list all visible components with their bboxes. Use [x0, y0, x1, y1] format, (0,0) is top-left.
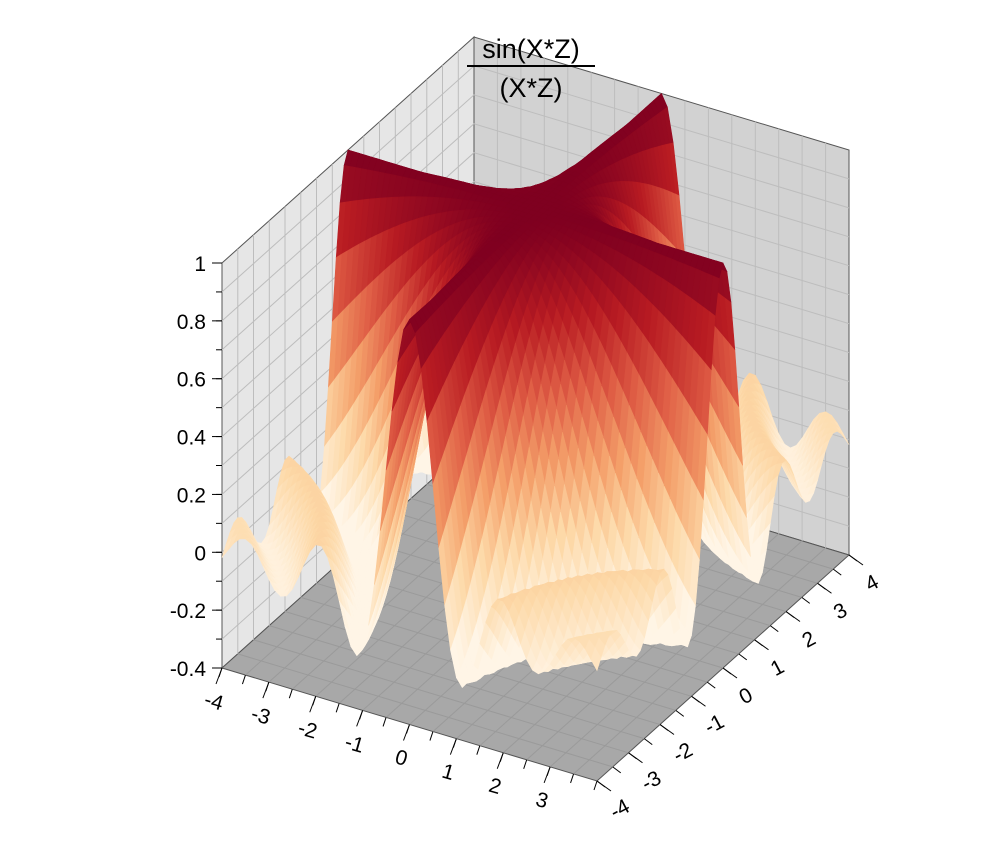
x-minor-tick [593, 780, 598, 791]
z-tick-label: -2 [669, 738, 696, 767]
z-tick-label: 4 [861, 570, 882, 596]
x-minor-tick [359, 710, 364, 720]
x-minor-tick [429, 731, 434, 741]
z-minor-tick [832, 568, 842, 576]
y-tick-label: 0.4 [177, 427, 207, 450]
x-minor-tick [476, 745, 481, 755]
x-minor-tick [382, 717, 387, 727]
surface-mesh [221, 92, 850, 688]
x-minor-tick [265, 681, 270, 692]
title-numerator: sin(X*Z) [482, 34, 580, 64]
y-tick-label: 1 [194, 253, 206, 276]
x-tick-label: 2 [486, 774, 504, 799]
z-tick-label: 1 [767, 655, 788, 681]
z-minor-tick [785, 611, 795, 618]
z-minor-tick [722, 667, 732, 675]
z-minor-tick [738, 653, 748, 661]
z-minor-tick [754, 639, 763, 647]
x-tick-label: -1 [342, 730, 366, 757]
floor-grid-line [253, 639, 629, 754]
z-minor-tick [848, 554, 858, 562]
z-tick-label: 2 [798, 627, 819, 653]
z-minor-tick [817, 582, 826, 590]
y-tick-label: -0.4 [170, 658, 207, 681]
z-minor-tick [769, 625, 779, 633]
x-tick-label: -3 [249, 702, 273, 729]
z-minor-tick [659, 724, 669, 731]
floor-grid-line [237, 653, 613, 768]
z-minor-tick [801, 596, 811, 604]
chart-title: sin(X*Z) (X*Z) [467, 34, 595, 103]
z-minor-tick [596, 780, 606, 788]
y-tick-label: 0.2 [177, 484, 206, 507]
title-denominator: (X*Z) [500, 73, 563, 103]
z-minor-tick [691, 695, 700, 703]
y-tick-label: 0.6 [177, 369, 206, 392]
z-minor-tick [706, 681, 716, 689]
surface-cell [590, 646, 602, 672]
z-tick-label: 3 [830, 599, 851, 625]
y-tick-label: 0.8 [177, 311, 206, 334]
z-tick-label: -3 [638, 766, 665, 795]
x-minor-tick [335, 703, 340, 713]
x-minor-tick [406, 724, 410, 734]
x-minor-tick [241, 674, 246, 685]
z-tick-label: -4 [606, 795, 634, 824]
x-tick-label: 3 [533, 788, 551, 813]
x-tick-label: -4 [202, 688, 227, 715]
grid-line [221, 181, 850, 408]
z-minor-tick [628, 752, 637, 760]
x-minor-tick [218, 667, 223, 678]
z-minor-tick [612, 766, 622, 774]
z-minor-tick [675, 709, 685, 717]
floor-grid-line [269, 625, 645, 740]
x-tick-label: -2 [295, 716, 319, 743]
x-tick-label: 1 [439, 760, 457, 785]
grid-line [221, 123, 850, 351]
z-tick-label: 0 [735, 683, 756, 709]
x-minor-tick [452, 738, 457, 748]
z-tick-label: -1 [701, 710, 728, 739]
x-minor-tick [312, 696, 317, 706]
x-minor-tick [499, 752, 504, 762]
x-minor-tick [523, 759, 528, 769]
y-tick-label: 0 [194, 542, 206, 565]
x-minor-tick [546, 766, 551, 777]
x-minor-tick [570, 773, 575, 784]
x-minor-tick [288, 689, 293, 699]
grid-line [221, 94, 850, 322]
grid-line [221, 152, 850, 380]
y-tick-label: -0.2 [170, 600, 206, 623]
z-minor-tick [643, 738, 653, 746]
x-tick-label: 0 [393, 746, 411, 771]
